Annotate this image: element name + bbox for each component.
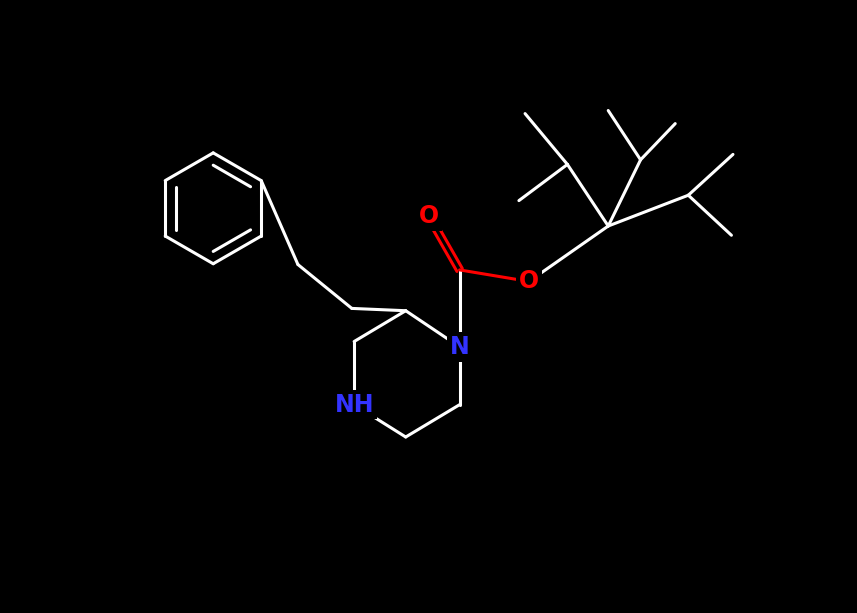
Text: NH: NH	[334, 393, 374, 417]
Text: O: O	[518, 270, 539, 294]
Text: O: O	[419, 204, 439, 228]
Text: N: N	[450, 335, 470, 359]
